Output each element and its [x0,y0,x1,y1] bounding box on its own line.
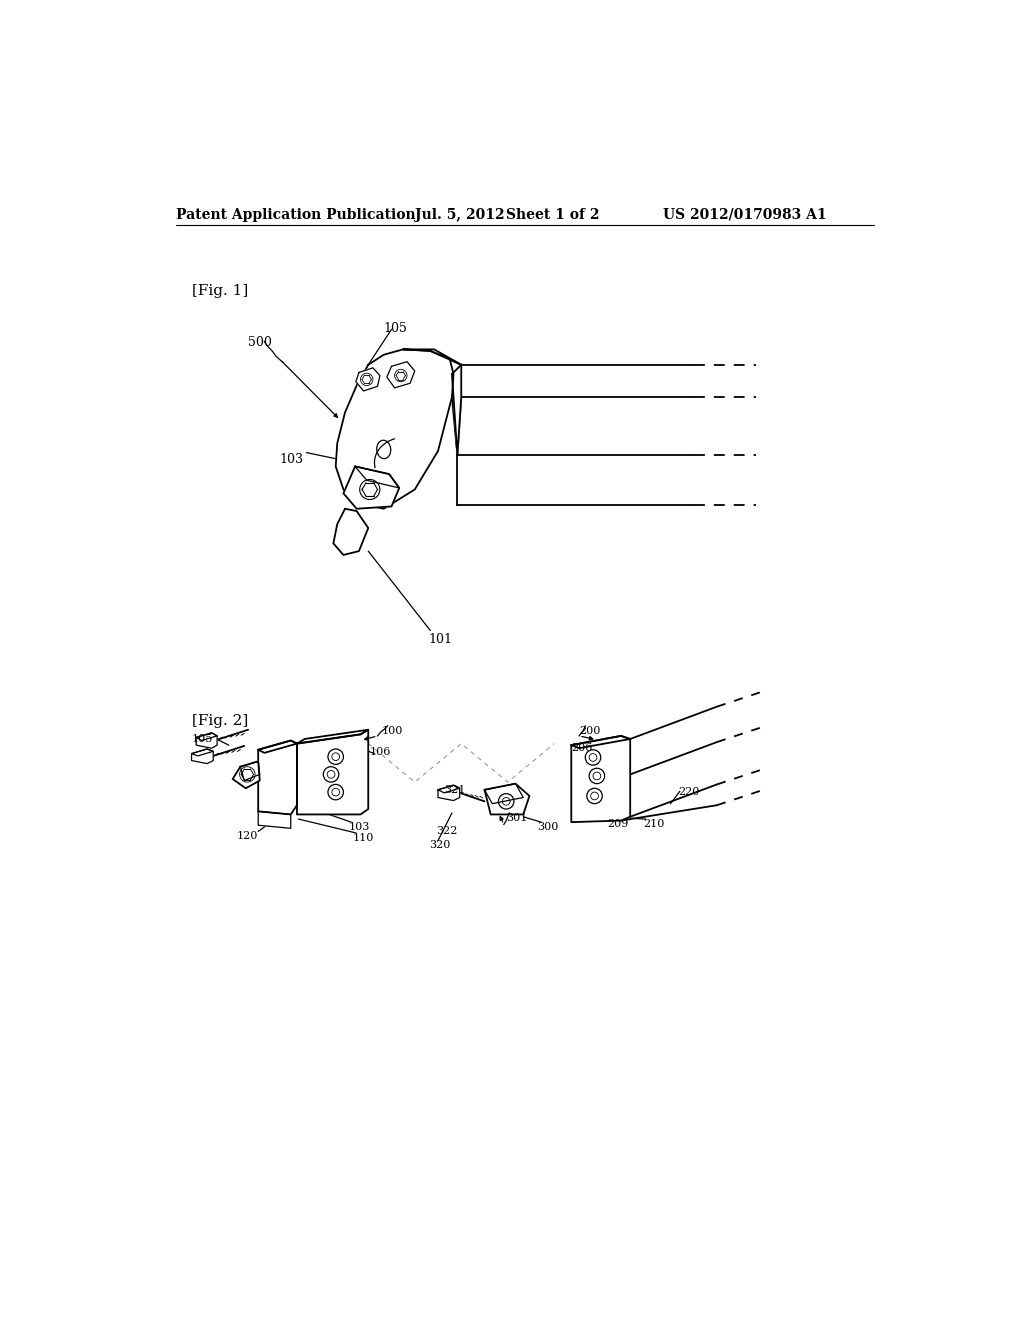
Text: 200: 200 [579,726,600,735]
Polygon shape [571,737,630,822]
Text: 220: 220 [678,788,699,797]
Text: 110: 110 [352,833,374,843]
Polygon shape [571,737,630,748]
Polygon shape [191,748,213,756]
Text: 321: 321 [444,785,466,795]
Text: 320: 320 [429,840,451,850]
Polygon shape [241,762,260,780]
Polygon shape [438,785,460,800]
Text: 206: 206 [571,743,593,752]
Polygon shape [387,362,415,388]
Text: Jul. 5, 2012: Jul. 5, 2012 [415,207,505,222]
Text: Patent Application Publication: Patent Application Publication [176,207,416,222]
Text: 106: 106 [370,747,391,758]
Polygon shape [336,350,454,508]
Polygon shape [438,785,460,793]
Polygon shape [258,812,291,829]
Text: 103: 103 [349,822,371,832]
Polygon shape [452,364,461,455]
Text: 105: 105 [191,734,213,744]
Text: [Fig. 1]: [Fig. 1] [191,284,248,298]
Polygon shape [258,741,297,814]
Polygon shape [297,730,369,814]
Polygon shape [197,733,217,741]
Text: Sheet 1 of 2: Sheet 1 of 2 [506,207,600,222]
Polygon shape [334,508,369,554]
Text: 105: 105 [384,322,408,335]
Text: 322: 322 [436,826,458,836]
Text: 209: 209 [607,818,629,829]
Polygon shape [258,741,297,752]
Polygon shape [356,368,380,391]
Polygon shape [343,466,399,508]
Text: 100: 100 [381,726,402,735]
Polygon shape [197,733,217,748]
Text: 120: 120 [237,830,258,841]
Text: 300: 300 [538,822,558,832]
Polygon shape [232,762,260,788]
Text: 101: 101 [429,634,453,647]
Text: US 2012/0170983 A1: US 2012/0170983 A1 [663,207,826,222]
Text: 301: 301 [506,813,527,822]
Polygon shape [484,784,523,804]
Polygon shape [191,748,213,763]
Polygon shape [297,730,369,743]
Text: 210: 210 [643,818,665,829]
Text: 500: 500 [248,335,272,348]
Polygon shape [484,784,529,814]
Text: [Fig. 2]: [Fig. 2] [191,714,248,729]
Polygon shape [403,350,461,364]
Text: 103: 103 [280,453,303,466]
Polygon shape [355,466,399,488]
